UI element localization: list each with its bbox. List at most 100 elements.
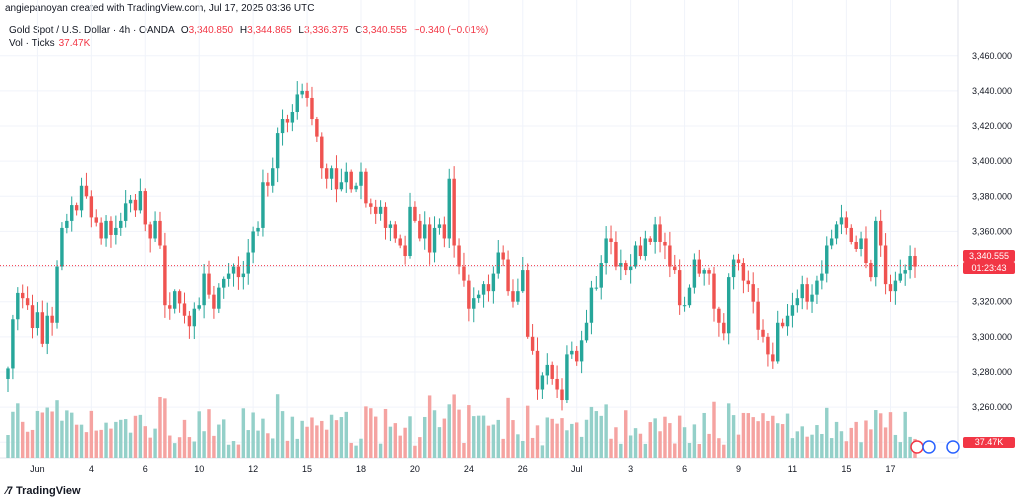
event-icon[interactable] bbox=[910, 440, 924, 454]
candle-body bbox=[584, 322, 589, 341]
candle-body bbox=[207, 273, 211, 295]
volume-bar bbox=[271, 438, 275, 458]
candle-body bbox=[202, 273, 206, 306]
candle-body bbox=[403, 245, 407, 257]
volume-bar bbox=[305, 426, 309, 458]
time-tick-label: 4 bbox=[89, 464, 94, 474]
volume-bar bbox=[202, 431, 206, 458]
volume-bar bbox=[123, 419, 128, 458]
volume-bar bbox=[687, 442, 692, 458]
candle-body bbox=[339, 182, 344, 190]
time-tick-label: 3 bbox=[628, 464, 633, 474]
candle-body bbox=[913, 256, 917, 267]
volume-bar bbox=[584, 419, 589, 458]
volume-bar bbox=[383, 408, 388, 458]
volume-bar bbox=[825, 407, 829, 458]
time-tick-label: Jul bbox=[571, 464, 583, 474]
volume-bar bbox=[491, 424, 496, 458]
volume-bar bbox=[628, 435, 633, 458]
candle-body bbox=[172, 291, 177, 309]
candle-body bbox=[854, 241, 858, 249]
candle-body bbox=[717, 308, 721, 323]
candle-body bbox=[673, 266, 677, 271]
price-tick-label: 3,460.000 bbox=[972, 51, 1012, 61]
candle-body bbox=[182, 303, 187, 316]
volume-bar bbox=[692, 424, 697, 458]
candle-body bbox=[565, 354, 569, 401]
volume-bar bbox=[158, 396, 162, 458]
volume-bar bbox=[903, 411, 907, 458]
time-tick-label: 15 bbox=[302, 464, 312, 474]
candle-body bbox=[25, 298, 30, 306]
candle-body bbox=[128, 199, 133, 204]
volume-bar bbox=[506, 397, 510, 458]
candle-body bbox=[437, 224, 442, 228]
volume-bar bbox=[408, 416, 412, 458]
volume-legend-value: 37.47K bbox=[58, 38, 91, 49]
volume-bar bbox=[50, 411, 54, 458]
volume-bar bbox=[84, 432, 89, 458]
candle-body bbox=[423, 224, 427, 239]
volume-bar bbox=[677, 415, 682, 458]
volume-bar bbox=[364, 406, 368, 458]
volume-bar bbox=[908, 436, 912, 458]
change-value: −0.340 (−0.01%) bbox=[413, 25, 489, 36]
candle-body bbox=[432, 227, 437, 253]
volume-bar bbox=[393, 423, 398, 458]
volume-bar bbox=[138, 414, 143, 458]
volume-bar bbox=[315, 425, 319, 458]
candle-body bbox=[462, 266, 466, 281]
tradingview-brand[interactable]: ⁄7 TradingView bbox=[6, 485, 81, 497]
candle-body bbox=[908, 256, 912, 271]
candle-body bbox=[158, 220, 162, 246]
volume-bar bbox=[540, 445, 545, 458]
candle-body bbox=[604, 238, 608, 264]
volume-bar bbox=[570, 423, 574, 458]
volume-bar bbox=[6, 435, 10, 458]
candle-body bbox=[295, 94, 299, 113]
candle-body bbox=[427, 224, 432, 253]
event-icon[interactable] bbox=[922, 440, 936, 454]
candle-body bbox=[756, 301, 760, 330]
candle-body bbox=[878, 220, 883, 246]
candle-body bbox=[864, 238, 868, 264]
candle-body bbox=[310, 97, 314, 120]
volume-bar bbox=[771, 415, 775, 458]
volume-bar bbox=[222, 419, 226, 458]
price-tick-label: 3,320.000 bbox=[972, 297, 1012, 307]
candle-body bbox=[746, 280, 751, 285]
event-icon[interactable] bbox=[946, 440, 960, 454]
volume-bar bbox=[648, 422, 652, 458]
volume-bar bbox=[413, 445, 417, 458]
candle-body bbox=[628, 266, 633, 271]
candle-body bbox=[844, 217, 849, 228]
volume-bar bbox=[707, 433, 711, 458]
volume-bar bbox=[349, 442, 353, 458]
candle-body bbox=[408, 206, 412, 257]
volume-bar bbox=[45, 407, 49, 458]
candle-body bbox=[163, 245, 167, 306]
volume-bar bbox=[550, 418, 554, 458]
volume-bar bbox=[114, 421, 118, 458]
volume-bar bbox=[609, 438, 613, 458]
volume-label[interactable]: Vol · Ticks bbox=[9, 38, 55, 49]
volume-bar bbox=[339, 417, 344, 458]
candle-body bbox=[300, 90, 304, 95]
chart-credit: angiepanoyan created with TradingView.co… bbox=[5, 3, 315, 14]
candle-body bbox=[373, 206, 378, 214]
volume-bar bbox=[624, 410, 628, 458]
volume-bar bbox=[280, 411, 285, 458]
volume-bar bbox=[359, 438, 363, 458]
candle-body bbox=[888, 284, 893, 292]
volume-bar bbox=[452, 394, 456, 458]
candle-body bbox=[550, 364, 554, 379]
volume-bar bbox=[712, 401, 716, 458]
event-markers bbox=[910, 440, 960, 454]
candle-body bbox=[481, 284, 486, 295]
candle-body bbox=[751, 284, 755, 302]
volume-bar bbox=[746, 413, 751, 458]
volume-bar bbox=[785, 413, 790, 458]
candle-body bbox=[506, 259, 510, 292]
last-price-tag: 3,340.555 bbox=[963, 250, 1015, 262]
